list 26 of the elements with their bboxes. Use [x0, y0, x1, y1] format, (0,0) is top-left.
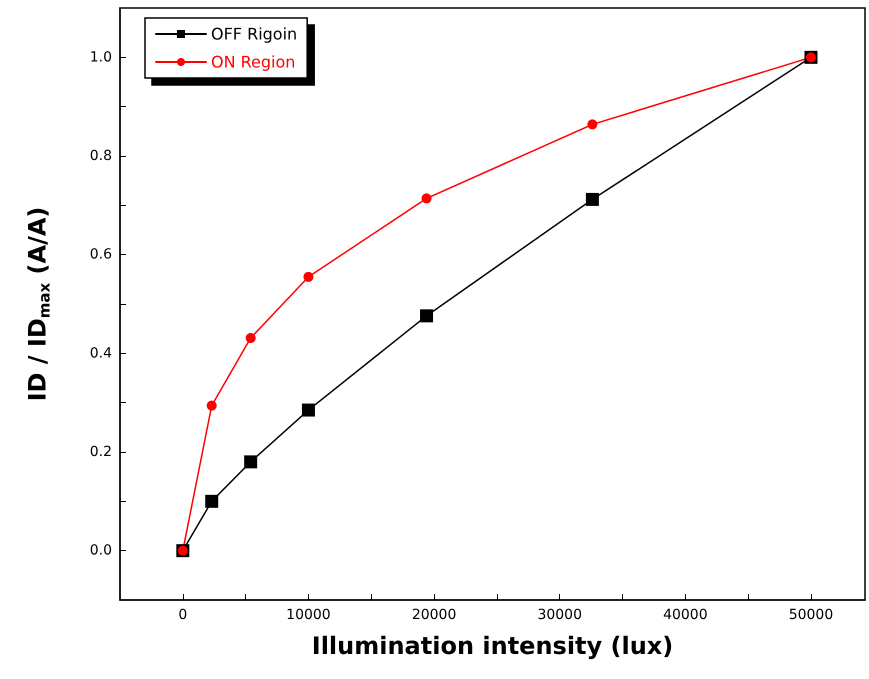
y-tick-label: 0.8	[90, 148, 112, 164]
legend-label: OFF Rigoin	[211, 24, 298, 44]
x-tick-label: 10000	[286, 607, 331, 623]
point	[302, 404, 315, 417]
point	[303, 272, 314, 282]
x-tick-label: 0	[178, 607, 188, 623]
y-tick-label: 0.2	[90, 444, 112, 460]
y-tick-label: 1.0	[90, 49, 112, 66]
point	[587, 119, 598, 130]
y-tick-label: 0.4	[90, 345, 112, 362]
x-axis-title: Illumination intensity (lux)	[312, 632, 674, 660]
x-tick-label: 40000	[663, 607, 708, 623]
legend-label: ON Region	[211, 52, 296, 72]
point	[422, 193, 432, 204]
x-tick-label: 20000	[412, 607, 456, 623]
x-tick-label: 50000	[788, 607, 834, 623]
y-tick-label: 0.6	[90, 246, 112, 263]
point	[205, 494, 218, 508]
point	[246, 333, 256, 344]
x-tick-label: 30000	[537, 607, 582, 623]
y-axis-title: ID / IDmax (A/A)	[24, 206, 54, 402]
point	[586, 192, 599, 206]
point	[420, 309, 434, 322]
point	[206, 400, 217, 411]
y-tick-label: 0.0	[90, 542, 112, 559]
point	[244, 455, 258, 468]
